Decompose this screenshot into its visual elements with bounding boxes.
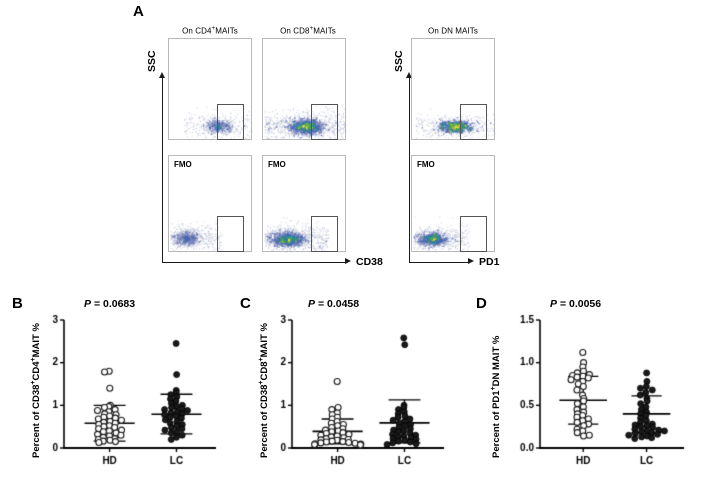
- gate-cd38-positive-cd8[interactable]: [311, 104, 338, 140]
- pd1-axis-line: [409, 262, 469, 264]
- gate-fmo-cd4[interactable]: [217, 216, 244, 252]
- panel-d-letter: D: [476, 295, 487, 312]
- flow-plot-fmo-cd4[interactable]: FMO: [168, 155, 253, 253]
- panel-d: D P = 0.0056 Percent of PD1+DN MAIT %: [462, 288, 701, 478]
- flow-plot-fmo-cd8[interactable]: FMO: [262, 155, 347, 253]
- flow-density-canvas-dn: [412, 39, 496, 141]
- gate-pd1-positive-dn[interactable]: [460, 104, 487, 140]
- flow-density-canvas-fmo-cd8: [263, 156, 347, 253]
- panel-c-letter: C: [240, 295, 251, 312]
- panel-c-ylabel: Percent of CD38+CD8+MAIT %: [258, 323, 271, 458]
- flow-plot-title-cd8: On CD8+MAITs: [280, 26, 336, 36]
- cd38-axis-label: CD38: [356, 256, 383, 268]
- panel-c-scatter-plot[interactable]: [270, 314, 450, 474]
- flow-plot-title-cd4: On CD4+MAITs: [182, 26, 238, 36]
- fmo-label-cd4: FMO: [174, 160, 192, 169]
- ssc-axis-arrowhead-right: [406, 72, 412, 78]
- flow-density-canvas-cd8: [263, 39, 347, 141]
- flow-plot-fmo-dn[interactable]: FMO: [411, 155, 496, 253]
- gate-fmo-cd8[interactable]: [311, 216, 338, 252]
- panel-b-ylabel: Percent of CD38+CD4+MAIT %: [30, 323, 43, 458]
- panel-b-scatter-plot[interactable]: [42, 314, 222, 474]
- flow-plot-title-dn: On DN MAITs: [428, 26, 478, 36]
- pd1-axis-arrowhead: [468, 258, 474, 264]
- panel-b-letter: B: [12, 295, 23, 312]
- fmo-label-cd8: FMO: [268, 160, 286, 169]
- cd38-axis-arrowhead: [345, 258, 351, 264]
- ssc-axis-label-right: SSC: [393, 50, 405, 72]
- fmo-label-dn: FMO: [417, 160, 435, 169]
- panel-b-pvalue: P = 0.0683: [84, 298, 136, 310]
- flow-plot-dn-mait[interactable]: [411, 38, 496, 141]
- flow-density-canvas-fmo-cd4: [169, 156, 253, 253]
- ssc-axis-arrowhead-left: [159, 72, 165, 78]
- gate-fmo-dn[interactable]: [460, 216, 487, 252]
- flow-density-canvas-fmo-dn: [412, 156, 496, 253]
- flow-plot-cd8-mait[interactable]: [262, 38, 347, 141]
- pd1-axis-label: PD1: [479, 256, 500, 268]
- cd38-axis-line: [162, 262, 346, 264]
- ssc-axis-line-right: [409, 78, 411, 263]
- panel-d-scatter-plot[interactable]: [510, 314, 690, 474]
- flow-plot-cd4-mait[interactable]: [168, 38, 253, 141]
- panel-d-ylabel: Percent of PD1+DN MAIT %: [490, 335, 503, 458]
- panel-a: A SSC CD38 SSC PD1 On CD4+MAITs On CD8+M…: [0, 0, 560, 285]
- panel-d-pvalue: P = 0.0056: [550, 298, 602, 310]
- ssc-axis-line-left: [162, 78, 164, 263]
- panel-c: C P = 0.0458 Percent of CD38+CD8+MAIT %: [228, 288, 458, 478]
- gate-cd38-positive-cd4[interactable]: [217, 104, 244, 140]
- ssc-axis-label-left: SSC: [146, 50, 158, 72]
- flow-density-canvas-cd4: [169, 39, 253, 141]
- panel-c-pvalue: P = 0.0458: [308, 298, 360, 310]
- panel-a-letter: A: [133, 3, 144, 20]
- panel-b: B P = 0.0683 Percent of CD38+CD4+MAIT %: [0, 288, 230, 478]
